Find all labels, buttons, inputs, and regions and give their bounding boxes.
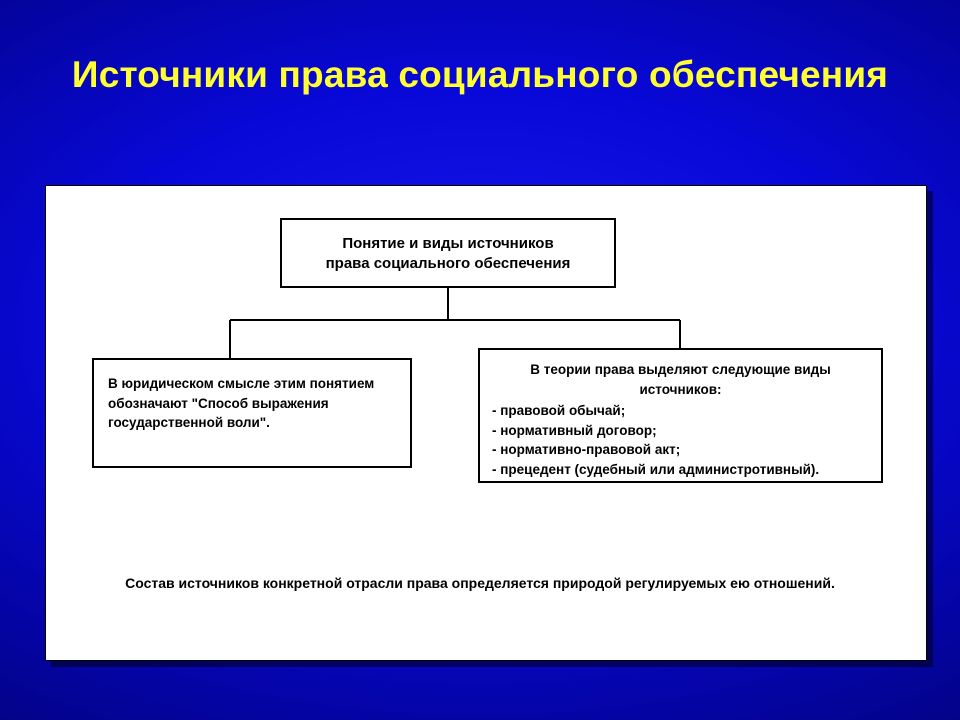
node-right-bullet: - нормативный договор; bbox=[492, 421, 869, 441]
node-right: В теории права выделяют следующие виды и… bbox=[478, 348, 883, 483]
node-right-bullet: - прецедент (судебный или администротивн… bbox=[492, 460, 869, 480]
node-root: Понятие и виды источников права социальн… bbox=[280, 218, 616, 288]
slide: Источники права социального обеспечения … bbox=[0, 0, 960, 720]
node-left: В юридическом смысле этим понятием обозн… bbox=[92, 358, 412, 468]
node-right-bullet: - нормативно-правовой акт; bbox=[492, 440, 869, 460]
diagram-caption: Состав источников конкретной отрасли пра… bbox=[0, 575, 960, 591]
node-right-bullets: - правовой обычай;- нормативный договор;… bbox=[492, 401, 869, 479]
node-root-line1: Понятие и виды источников bbox=[292, 234, 604, 254]
node-right-bullet: - правовой обычай; bbox=[492, 401, 869, 421]
node-left-text: В юридическом смысле этим понятием обозн… bbox=[108, 376, 374, 430]
node-root-line2: права социального обеспечения bbox=[292, 254, 604, 274]
node-right-lead: В теории права выделяют следующие виды и… bbox=[492, 360, 869, 399]
